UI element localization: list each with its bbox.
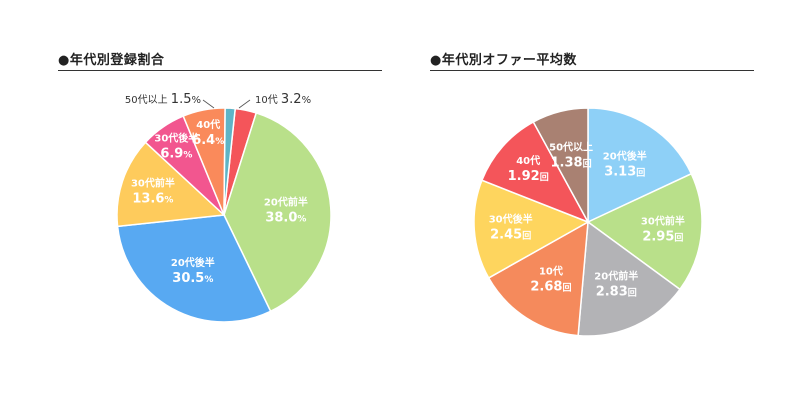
slice-label-0-1: 20代前半 38.0% (264, 196, 308, 226)
slice-value-0-2: 30.5% (172, 271, 213, 286)
slice-value-1-0: 3.13回 (604, 164, 645, 179)
slice-name-0-2: 20代後半 (171, 256, 215, 269)
slice-label-1-3: 10代 2.68回 (530, 264, 571, 294)
leader-line-0-0 (238, 99, 251, 109)
offer-average-title: ●年代別オファー平均数 (430, 53, 577, 68)
slice-name-0-3: 30代前半 (131, 176, 175, 189)
slice-unit-0-6: % (191, 95, 201, 106)
svg-text:50代以上 1.5%: 50代以上 1.5% (125, 92, 201, 107)
registration-ratio-panel: ●年代別登録割合 10代 3.2% 20代前半 38.0% 20代後半 30.5% 30代… (58, 53, 382, 323)
slice-value-1-6: 1.38回 (551, 156, 592, 171)
slice-name-0-4: 30代後半 (154, 131, 198, 144)
pie-slice-1-0 (587, 107, 693, 224)
slice-unit-0-0: % (302, 95, 312, 106)
slice-name-1-0: 20代後半 (603, 149, 647, 162)
slice-label-0-5: 40代 6.4% (192, 118, 224, 148)
slice-label-0-3: 30代前半 13.6% (131, 176, 175, 206)
slice-value-1-3: 2.68回 (530, 279, 571, 294)
slice-value-1-1: 2.95回 (642, 229, 683, 244)
pie-slice-0-3 (116, 141, 226, 228)
pie-slice-0-6 (223, 107, 237, 216)
slice-value-0-5: 6.4% (192, 133, 224, 148)
slice-label-1-1: 30代前半 2.95回 (641, 214, 685, 244)
slice-name-0-6: 50代以上 (125, 94, 171, 106)
slice-label-0-2: 20代後半 30.5% (171, 256, 215, 286)
slice-value-1-4: 2.45回 (490, 227, 531, 242)
slice-name-1-3: 10代 (539, 264, 563, 277)
slice-label-1-5: 40代 1.92回 (508, 154, 549, 184)
pie-slice-1-5 (480, 120, 590, 224)
slice-name-1-1: 30代前半 (641, 214, 685, 227)
slice-name-1-2: 20代前半 (594, 269, 638, 282)
slice-value-0-1: 38.0% (265, 211, 306, 226)
pie-slice-0-2 (116, 214, 272, 323)
slice-name-0-1: 20代前半 (264, 196, 308, 209)
slice-name-0-5: 40代 (196, 118, 220, 131)
slice-name-1-6: 50代以上 (549, 141, 593, 154)
pie-slice-0-1 (223, 112, 332, 313)
offer-average-panel: ●年代別オファー平均数 20代後半 3.13回 30代前半 2.95回 20代前半 2.8… (400, 0, 800, 400)
pie-slice-1-2 (577, 220, 682, 337)
svg-text:10代 3.2%: 10代 3.2% (255, 92, 311, 107)
slice-label-1-2: 20代前半 2.83回 (594, 269, 638, 299)
slice-label-1-4: 30代後半 2.45回 (489, 212, 533, 242)
offer-average-pie-chart: 20代後半 3.13回 30代前半 2.95回 20代前半 2.83回 10代 2.68回 30… (473, 107, 703, 337)
pie-slice-1-6 (532, 107, 589, 223)
slice-value-1-2: 2.83回 (596, 284, 637, 299)
slice-name-1-5: 40代 (516, 154, 540, 167)
slice-label-0-0: 10代 3.2% (255, 92, 311, 107)
leader-line-0-6 (202, 99, 215, 109)
slice-value-1-5: 1.92回 (508, 169, 549, 184)
pie-slice-1-3 (487, 220, 589, 337)
slice-value-0-0: 3.2 (281, 92, 302, 107)
slice-value-0-4: 6.9% (160, 146, 192, 161)
registration-ratio-pie-chart: 10代 3.2%20代前半38.0%20代後半30.5%30代前半13.6%30… (116, 92, 332, 323)
slice-value-0-6: 1.5 (171, 92, 192, 107)
slice-label-0-4: 30代後半 6.9% (154, 131, 198, 161)
registration-ratio-title: ●年代別登録割合 (58, 53, 165, 68)
slice-value-0-3: 13.6% (132, 191, 173, 206)
pie-slice-1-1 (586, 172, 703, 291)
slice-name-0-0: 10代 (255, 94, 281, 106)
slice-label-0-6: 50代以上 1.5% (125, 92, 201, 107)
slice-label-1-6: 50代以上 1.38回 (549, 141, 593, 171)
slice-label-1-0: 20代後半 3.13回 (603, 149, 647, 179)
pie-slice-1-4 (473, 179, 590, 279)
offer-average-divider (430, 70, 754, 71)
slice-name-1-4: 30代後半 (489, 212, 533, 225)
registration-ratio-divider (58, 70, 382, 71)
